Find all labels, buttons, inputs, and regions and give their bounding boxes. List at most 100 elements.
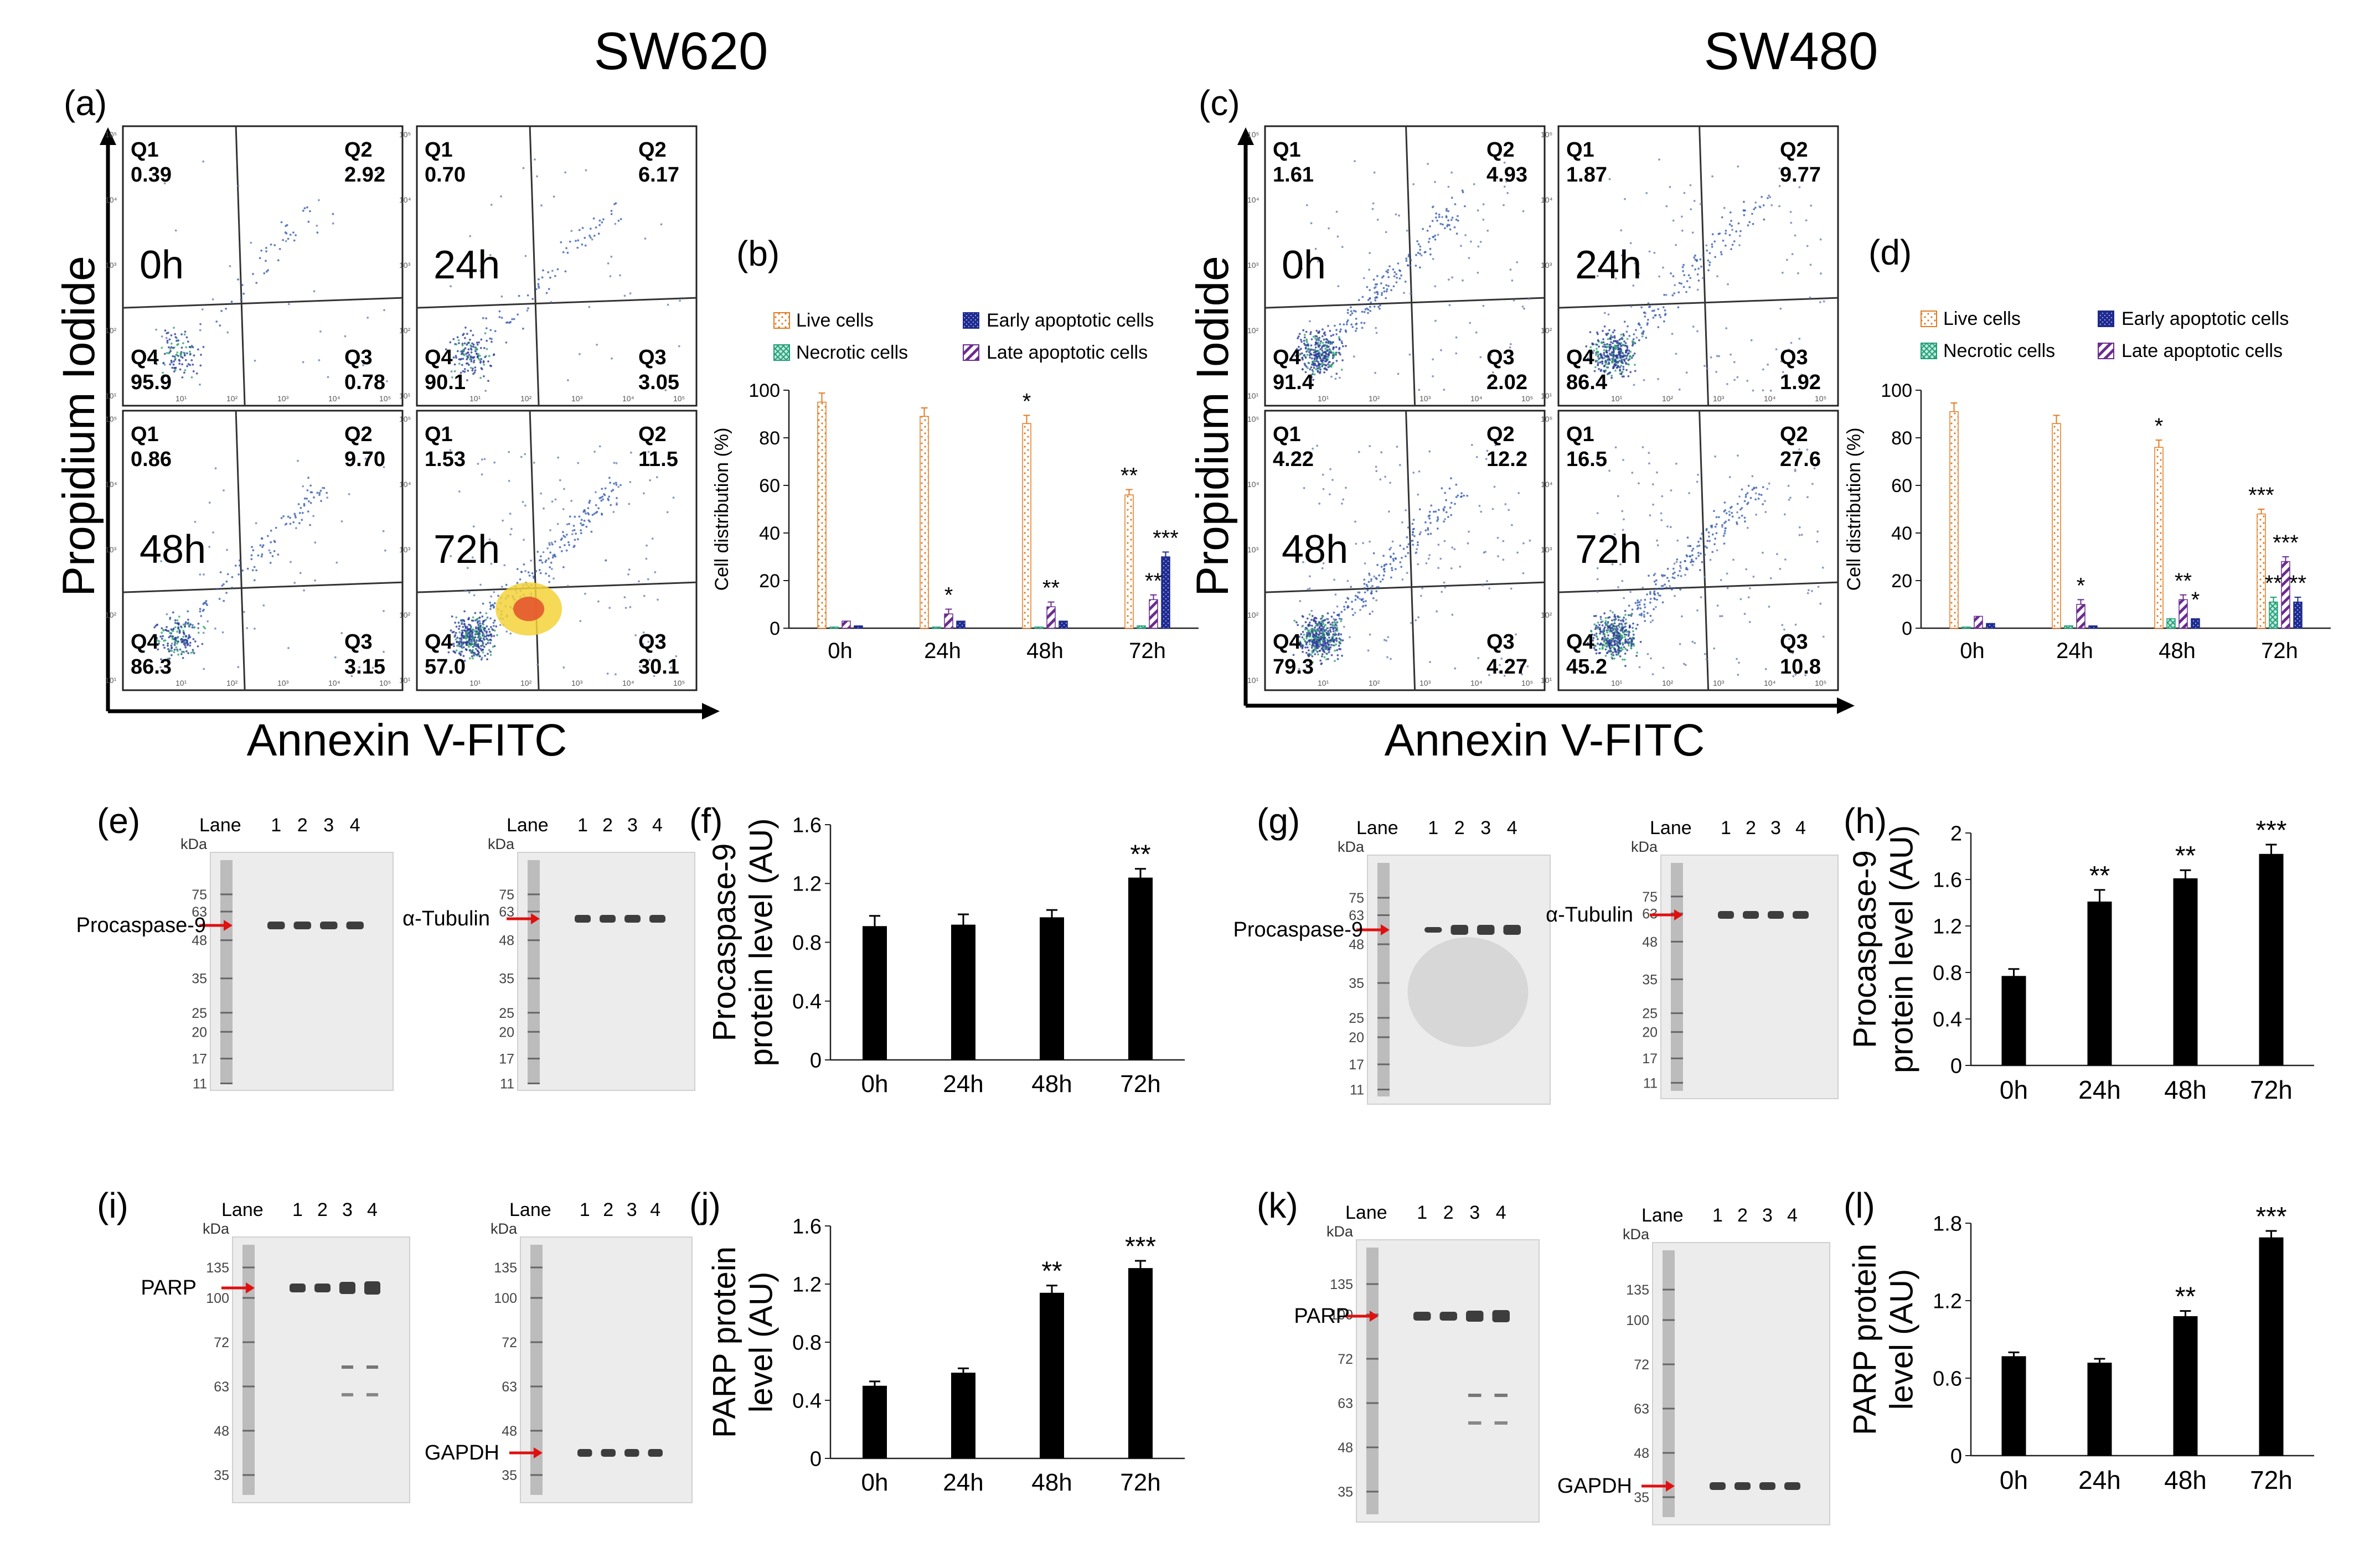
flow-event [1690, 208, 1692, 210]
flow-event [1682, 270, 1685, 272]
flow-event [220, 310, 223, 312]
flow-event [1778, 167, 1781, 170]
flow-event [526, 309, 529, 312]
flow-event [1392, 552, 1395, 555]
flow-event [1517, 492, 1520, 494]
flow-event [667, 303, 669, 306]
flow-event [1490, 354, 1492, 356]
flow-event [629, 292, 632, 294]
flow-event [1318, 639, 1321, 642]
quadrant-value-q1: 4.22 [1273, 448, 1314, 471]
lane-number: 2 [1746, 817, 1756, 839]
flow-event [1319, 356, 1321, 359]
flow-event [1646, 323, 1649, 326]
flow-event [1627, 359, 1630, 361]
quadrant-value-q4: 90.1 [425, 371, 466, 394]
flow-event [1460, 495, 1462, 498]
flow-event [271, 555, 274, 557]
flow-x-tick: 10¹ [1318, 394, 1329, 403]
flow-event [255, 282, 258, 284]
flow-event [1502, 540, 1505, 542]
quadrant-label-q2: Q2 [1780, 423, 1808, 446]
flow-event [1455, 496, 1458, 498]
flow-event [523, 563, 525, 566]
flow-event [1604, 369, 1607, 372]
flow-event [1354, 160, 1356, 162]
target-label: Procaspase-9 [76, 914, 206, 937]
flow-event [540, 555, 542, 557]
flow-x-tick: 10¹ [469, 394, 481, 403]
flow-event [455, 355, 457, 358]
flow-plot-frame [122, 125, 404, 407]
x-tick-label: 72h [1120, 1469, 1160, 1496]
flow-event [463, 660, 466, 662]
flow-event [601, 488, 603, 490]
flow-event [1309, 368, 1312, 371]
flow-event [1389, 482, 1392, 484]
flow-event [1715, 516, 1718, 519]
flow-event [1515, 633, 1517, 636]
lane-number: 1 [1417, 1202, 1427, 1223]
flow-event [1382, 287, 1385, 289]
flow-event [541, 561, 544, 564]
flow-event [455, 625, 458, 628]
flow-event [1656, 592, 1659, 594]
flow-event [1731, 229, 1733, 231]
lane-number: 4 [650, 1199, 660, 1220]
flow-event [1365, 583, 1368, 586]
flow-event [1329, 493, 1331, 495]
flow-event [1390, 658, 1392, 660]
quadrant-label-q2: Q2 [1486, 138, 1515, 162]
quadrant-label-q1: Q1 [131, 423, 159, 446]
flow-event [1366, 307, 1368, 310]
flow-event [1382, 574, 1385, 577]
protein-band [1503, 925, 1521, 935]
flow-event [1596, 331, 1598, 334]
flow-event [237, 666, 240, 669]
panel-label-l: (l) [1844, 1186, 1875, 1225]
flow-event [1790, 221, 1793, 224]
flow-event [1706, 546, 1708, 549]
quadrant-label-q4: Q4 [1273, 630, 1301, 654]
flow-event [624, 607, 627, 609]
flow-event [287, 647, 290, 649]
flow-event [615, 673, 617, 676]
flow-event [496, 634, 498, 636]
flow-event [1332, 640, 1335, 643]
flow-event [1329, 627, 1332, 629]
flow-x-ticks: 10¹ 10² 10³ 10⁴ 10⁵ [1611, 679, 1826, 687]
flow-event [1432, 358, 1434, 361]
flow-x-ticks: 10¹ 10² 10³ 10⁴ 10⁵ [469, 679, 685, 687]
flow-event [1300, 340, 1303, 343]
flow-event [186, 640, 189, 643]
flow-event [1396, 446, 1398, 448]
flow-event [1361, 311, 1364, 313]
ladder-label: 135 [1330, 1277, 1353, 1292]
flow-event [1299, 353, 1302, 355]
flow-event [1328, 648, 1330, 651]
flow-event [327, 376, 329, 379]
flow-event [579, 620, 582, 622]
flow-event [1306, 632, 1309, 634]
flow-event [1598, 368, 1601, 370]
flow-event [1503, 204, 1505, 206]
y-axis-label-line1: Procaspase-9 [1847, 850, 1883, 1048]
flow-event [1672, 219, 1675, 222]
flow-event [1596, 567, 1599, 570]
flow-event [615, 482, 617, 484]
flow-event [155, 328, 157, 331]
flow-event [1729, 211, 1732, 214]
flow-event [1341, 654, 1344, 657]
flow-event [202, 632, 205, 634]
quadrant-label-q3: Q3 [638, 346, 667, 369]
flow-event [207, 620, 209, 623]
flow-event [1620, 646, 1623, 649]
flow-event [192, 638, 195, 640]
flow-event [645, 557, 648, 560]
flow-event [1610, 630, 1613, 633]
flow-event [1607, 627, 1609, 629]
flow-event [1705, 527, 1708, 530]
